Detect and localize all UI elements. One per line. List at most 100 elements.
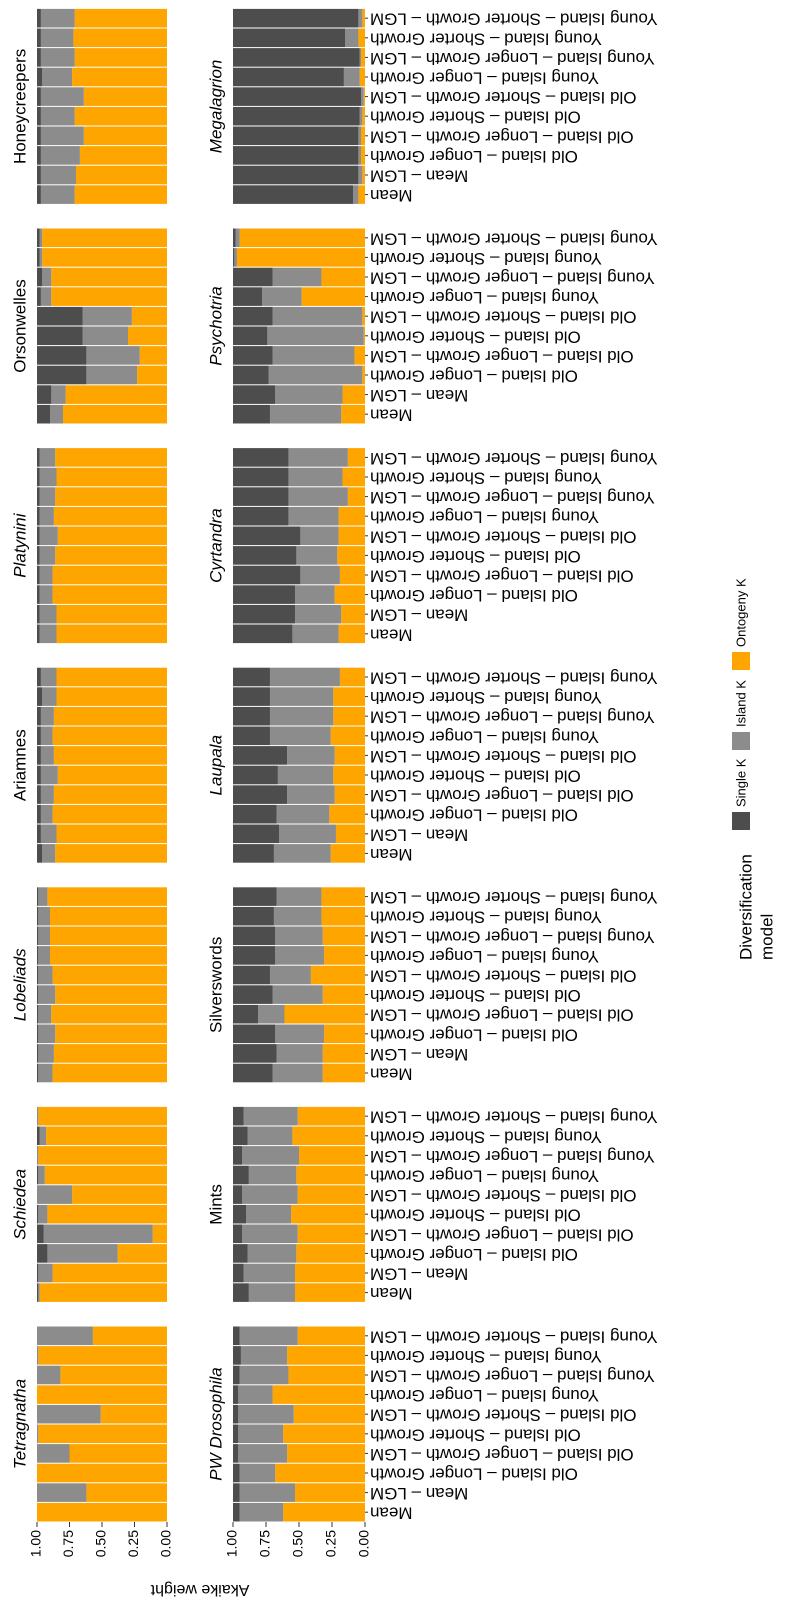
bar-segment [233, 248, 235, 267]
bar-segment [37, 906, 39, 926]
x-tick-label: Mean [370, 406, 413, 425]
bar-segment [37, 467, 40, 487]
bar-segment [273, 844, 331, 863]
bar-segment [37, 1263, 39, 1283]
bar-segment [233, 1365, 240, 1385]
bar-segment [38, 1263, 53, 1283]
bar-segment [233, 706, 270, 726]
bar-segment [233, 746, 288, 765]
bar-segment [324, 946, 365, 965]
bar-segment [362, 8, 365, 28]
bar-segment [42, 844, 56, 863]
bar-segment [233, 8, 359, 28]
bar-segment [354, 346, 366, 365]
bar-segment [52, 585, 167, 604]
bar-segment [284, 1004, 366, 1024]
bar-segment [322, 985, 366, 1004]
bar-segment [37, 1346, 39, 1365]
bar-segment [72, 1185, 167, 1204]
x-tick-label: Mean [370, 1284, 413, 1303]
bar-segment [37, 506, 40, 526]
bar-segment [233, 946, 276, 965]
legend-label: Ontogeny K [733, 578, 748, 647]
bar-segment [233, 604, 296, 624]
bar-segment [37, 746, 41, 765]
bar-segment [38, 1283, 40, 1302]
bar-segment [233, 467, 289, 487]
x-tick-label: Old Island – Longer Growth – LGM [370, 786, 634, 805]
y-tick-label: 1.00 [28, 1530, 44, 1557]
bar-segment [233, 506, 289, 526]
x-tick-label: Mean – LGM [370, 386, 468, 405]
bar-segment [233, 726, 270, 746]
bar-segment [37, 1165, 39, 1185]
bar-segment [300, 565, 340, 585]
bar-segment [37, 1024, 39, 1044]
bar-segment [52, 565, 167, 585]
bar-segment [334, 746, 366, 765]
bar-segment [37, 1365, 61, 1385]
facet-title: Honeycreepers [10, 49, 29, 164]
bar-segment [51, 267, 167, 287]
bar-segment [361, 146, 366, 165]
bar-segment [239, 228, 366, 248]
bar-segment [37, 346, 87, 365]
bar-segment [38, 887, 48, 906]
bar-segment [37, 546, 40, 565]
bar-segment [233, 1283, 249, 1302]
legend-key [732, 812, 750, 830]
bar-segment [295, 1263, 366, 1283]
bar-segment [283, 1502, 365, 1522]
bar-segment [246, 1204, 292, 1224]
bar-segment [288, 1365, 365, 1385]
bar-segment [267, 326, 364, 346]
bar-segment [358, 126, 362, 146]
bar-segment [291, 1204, 365, 1224]
x-tick-label: Young Island – Shorter Growth – LGM [370, 1108, 658, 1127]
bar-segment [339, 565, 366, 585]
x-tick-label: Old Island – Longer Growth [370, 1465, 578, 1484]
bar-segment [83, 87, 167, 106]
bar-segment [238, 1444, 288, 1463]
x-tick-label: Old Island – Shorter Growth [370, 767, 581, 786]
bar-segment [39, 526, 58, 546]
bar-segment [343, 67, 360, 87]
bar-segment [338, 526, 366, 546]
bar-segment [361, 48, 366, 67]
facet-title: Laupala [206, 735, 225, 796]
bar-segment [37, 1185, 73, 1204]
x-tick-label: Young Island – Shorter Growth [370, 688, 602, 707]
bar-segment [40, 785, 54, 804]
bar-segment [269, 667, 340, 687]
bar-segment [83, 126, 167, 146]
y-axis-title: Akaike weight [150, 1581, 249, 1598]
bar-segment [38, 1165, 45, 1185]
x-tick-label: Mean [370, 1504, 413, 1523]
bar-segment [321, 267, 366, 287]
bar-segment [248, 1283, 296, 1302]
bar-segment [239, 1483, 296, 1502]
bar-segment [247, 1244, 297, 1263]
bar-segment [38, 926, 50, 946]
bar-segment [362, 365, 365, 385]
y-tick-label: 0.50 [93, 1530, 109, 1557]
bar-segment [38, 906, 50, 926]
bar-segment [38, 1004, 52, 1024]
bar-segment [233, 1224, 243, 1244]
bar-segment [53, 706, 167, 726]
bar-segment [363, 326, 365, 346]
bar-segment [40, 165, 76, 185]
bar-segment [275, 1463, 365, 1483]
bar-segment [38, 946, 50, 965]
bar-segment [37, 926, 39, 946]
bar-segment [39, 1126, 47, 1146]
bar-segment [361, 87, 364, 106]
bar-segment [233, 1404, 239, 1424]
x-tick-label: Old Island – Longer Growth – LGM [370, 1445, 634, 1464]
bar-segment [279, 824, 336, 844]
bar-segment [56, 604, 167, 624]
bar-segment [37, 287, 41, 306]
bar-segment [52, 965, 167, 985]
bar-segment [269, 687, 334, 706]
